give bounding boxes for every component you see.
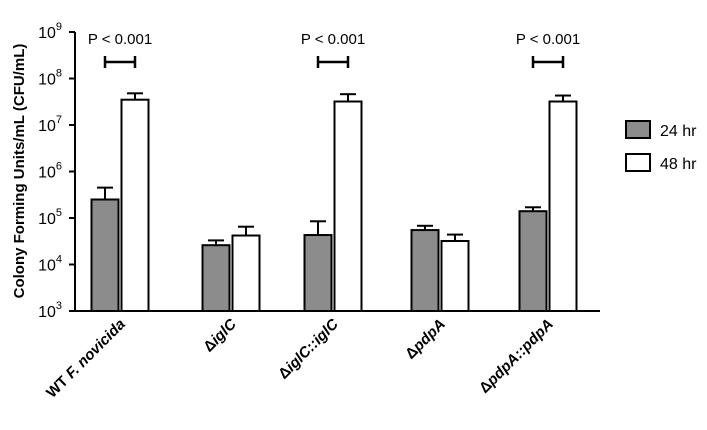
y-tick-label-0: 103 <box>38 300 62 321</box>
y-tick-label-3: 106 <box>38 161 62 182</box>
y-tick-label-5: 108 <box>38 68 62 89</box>
bar-48-hr-0 <box>120 98 150 312</box>
y-tick-label-6: 109 <box>38 21 62 42</box>
bar-48-hr-2 <box>333 100 363 312</box>
y-tick-label-4: 107 <box>38 114 62 135</box>
bar-24-hr-4 <box>518 210 548 312</box>
bar-24-hr-2 <box>303 234 333 312</box>
bar-24-hr-3 <box>410 229 440 312</box>
x-category-label-0: WT F. novicida <box>43 316 129 402</box>
y-axis: 103 104 105 106 107 108 109 <box>38 21 76 321</box>
sig-label-1: P < 0.001 <box>301 31 365 48</box>
x-category-label-1: ΔiglC <box>200 315 241 356</box>
legend-label-1: 48 hr <box>660 156 697 173</box>
legend-swatch-0 <box>625 120 651 139</box>
x-category-label-2: ΔiglC::iglC <box>275 315 343 383</box>
x-category-label-3: ΔpdpA <box>402 316 449 363</box>
bar-24-hr-1 <box>201 244 231 312</box>
sig-label-0: P < 0.001 <box>88 31 152 48</box>
y-tick-label-2: 105 <box>38 207 62 228</box>
legend-label-0: 24 hr <box>660 123 697 140</box>
bar-48-hr-3 <box>440 240 470 312</box>
bar-24-hr-0 <box>90 198 120 312</box>
legend-swatch-1 <box>625 153 651 172</box>
sig-label-2: P < 0.001 <box>516 31 580 48</box>
x-category-label-4: ΔpdpA::pdpA <box>476 316 557 397</box>
bar-48-hr-1 <box>231 234 261 312</box>
annotations-group: P < 0.001 P < 0.001 P < 0.001 <box>88 31 580 68</box>
legend: 24 hr 48 hr <box>625 120 697 173</box>
y-tick-label-1: 104 <box>38 254 62 275</box>
bar-48-hr-4 <box>548 100 578 312</box>
bars-group <box>90 92 578 312</box>
x-axis: WT F. novicida ΔiglC ΔiglC::iglC ΔpdpA ΔpdpA… <box>43 310 600 402</box>
y-axis-title: Colony Forming Units/mL (CFU/mL) <box>11 44 28 299</box>
